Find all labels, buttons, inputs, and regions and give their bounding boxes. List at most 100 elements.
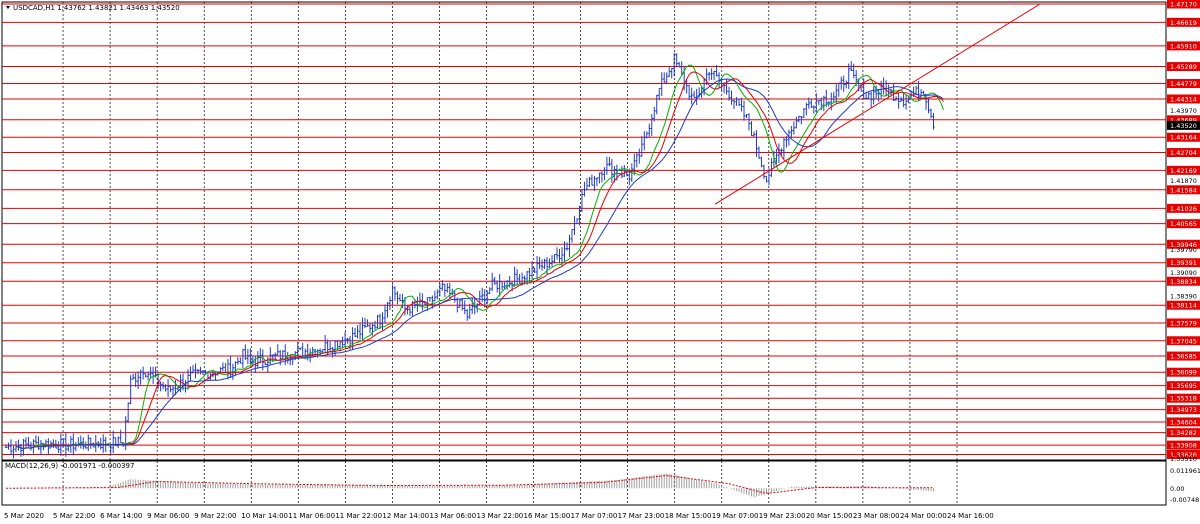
x-tick-label: 11 Mar 06:00 xyxy=(288,512,335,520)
x-tick-label: 18 Mar 15:00 xyxy=(665,512,712,520)
x-tick-label: 24 Mar 16:00 xyxy=(947,512,994,520)
level-price-box xyxy=(1167,17,1200,27)
x-tick-label: 19 Mar 07:00 xyxy=(712,512,759,520)
x-tick-label: 17 Mar 07:00 xyxy=(571,512,618,520)
y-tick-label: 1.36585 xyxy=(1170,353,1197,361)
x-tick-label: 16 Mar 15:00 xyxy=(524,512,571,520)
y-tick-label: 1.34604 xyxy=(1170,418,1197,426)
level-price-box xyxy=(1167,239,1200,249)
x-tick-label: 9 Mar 06:00 xyxy=(147,512,189,520)
level-price-box xyxy=(1167,94,1200,104)
symbol-header: USDCAD,H1 1.43762 1.43821 1.43463 1.4352… xyxy=(13,4,180,12)
level-price-box xyxy=(1167,300,1200,310)
macd-y-tick-label: -0.00748 xyxy=(1170,496,1199,504)
x-tick-label: 24 Mar 00:00 xyxy=(900,512,947,520)
level-price-box xyxy=(1167,336,1200,346)
level-price-box xyxy=(1167,393,1200,403)
x-tick-label: 20 Mar 15:00 xyxy=(806,512,853,520)
level-price-box xyxy=(1167,41,1200,51)
y-tick-label: 1.36099 xyxy=(1170,369,1197,377)
level-price-box xyxy=(1167,62,1200,72)
x-tick-label: 10 Mar 14:00 xyxy=(241,512,288,520)
level-price-box xyxy=(1167,318,1200,328)
y-tick-label: 1.38834 xyxy=(1170,278,1197,286)
trend-line xyxy=(714,3,1041,205)
level-price-box xyxy=(1167,132,1200,142)
level-price-box xyxy=(1167,440,1200,450)
dropdown-arrow-icon[interactable] xyxy=(6,6,10,9)
ma-fast-line xyxy=(15,64,944,450)
y-tick-label: 1.34973 xyxy=(1170,406,1197,414)
y-tick-label: 1.41584 xyxy=(1170,186,1197,194)
y-tick-label: 1.42704 xyxy=(1170,149,1197,157)
y-tick-label: 1.41026 xyxy=(1170,205,1197,213)
x-tick-label: 19 Mar 23:00 xyxy=(759,512,806,520)
level-price-box xyxy=(1167,165,1200,175)
x-tick-label: 5 Mar 2020 xyxy=(4,512,44,520)
y-tick-label: 1.35695 xyxy=(1170,382,1197,390)
y-tick-label: 1.33908 xyxy=(1170,442,1197,450)
level-price-box xyxy=(1167,115,1200,125)
ma-slow-line xyxy=(15,78,944,449)
level-price-box xyxy=(1167,351,1200,361)
x-tick-label: 23 Mar 08:00 xyxy=(853,512,900,520)
y-tick-label: 1.39790 xyxy=(1170,246,1197,254)
y-tick-label: 1.38390 xyxy=(1170,293,1197,301)
x-tick-label: 11 Mar 22:00 xyxy=(335,512,382,520)
y-tick-label: 1.34282 xyxy=(1170,429,1197,437)
y-tick-label: 1.38114 xyxy=(1170,302,1197,310)
y-tick-label: 1.37045 xyxy=(1170,337,1197,345)
y-tick-label: 1.41870 xyxy=(1170,177,1197,185)
y-tick-label: 1.42169 xyxy=(1170,167,1197,175)
level-price-box xyxy=(1167,258,1200,268)
level-price-box xyxy=(1167,449,1200,459)
level-price-box xyxy=(1167,367,1200,377)
y-tick-label: 1.43970 xyxy=(1170,107,1197,115)
ma-mid-line xyxy=(15,71,944,449)
macd-header: MACD(12,26,9) -0.001971 -0.000397 xyxy=(5,462,134,470)
current-price-box xyxy=(1167,120,1200,130)
level-price-box xyxy=(1167,148,1200,158)
y-tick-label: 1.45289 xyxy=(1170,63,1197,71)
y-tick-label: 1.46619 xyxy=(1170,19,1197,27)
y-tick-label: 1.44314 xyxy=(1170,95,1197,103)
x-tick-label: 6 Mar 14:00 xyxy=(100,512,142,520)
macd-y-tick-label: 0.00 xyxy=(1170,485,1184,493)
x-tick-label: 9 Mar 22:00 xyxy=(194,512,236,520)
macd-y-tick-label: 0.011961 xyxy=(1170,467,1200,475)
y-tick-label: 1.40565 xyxy=(1170,220,1197,228)
level-price-box xyxy=(1167,417,1200,427)
x-tick-label: 12 Mar 14:00 xyxy=(382,512,429,520)
y-tick-label: 1.33626 xyxy=(1170,451,1197,459)
level-price-box xyxy=(1167,0,1200,9)
level-price-box xyxy=(1167,381,1200,391)
macd-pane-frame xyxy=(1,460,1167,506)
y-tick-label: 1.39946 xyxy=(1170,241,1197,249)
y-tick-label: 1.47170 xyxy=(1170,1,1197,9)
main-pane-frame xyxy=(1,1,1167,461)
level-price-box xyxy=(1167,79,1200,89)
level-price-box xyxy=(1167,428,1200,438)
x-tick-label: 13 Mar 22:00 xyxy=(477,512,524,520)
y-tick-label: 1.39090 xyxy=(1170,269,1197,277)
y-tick-label: 1.35318 xyxy=(1170,395,1197,403)
y-tick-label: 1.43689 xyxy=(1170,116,1197,124)
y-tick-label: 1.44779 xyxy=(1170,80,1197,88)
y-tick-label: 1.37579 xyxy=(1170,319,1197,327)
macd-signal-line xyxy=(5,475,934,494)
level-price-box xyxy=(1167,203,1200,213)
y-tick-label: 1.33510 xyxy=(1170,455,1197,463)
x-tick-label: 13 Mar 06:00 xyxy=(429,512,476,520)
current-price-label: 1.43520 xyxy=(1170,122,1197,130)
level-price-box xyxy=(1167,185,1200,195)
level-price-box xyxy=(1167,276,1200,286)
y-tick-label: 1.45910 xyxy=(1170,42,1197,50)
y-tick-label: 1.39391 xyxy=(1170,259,1197,267)
level-price-box xyxy=(1167,405,1200,415)
y-tick-label: 1.43164 xyxy=(1170,134,1197,142)
x-tick-label: 5 Mar 22:00 xyxy=(53,512,95,520)
x-tick-label: 17 Mar 23:00 xyxy=(618,512,665,520)
level-price-box xyxy=(1167,219,1200,229)
